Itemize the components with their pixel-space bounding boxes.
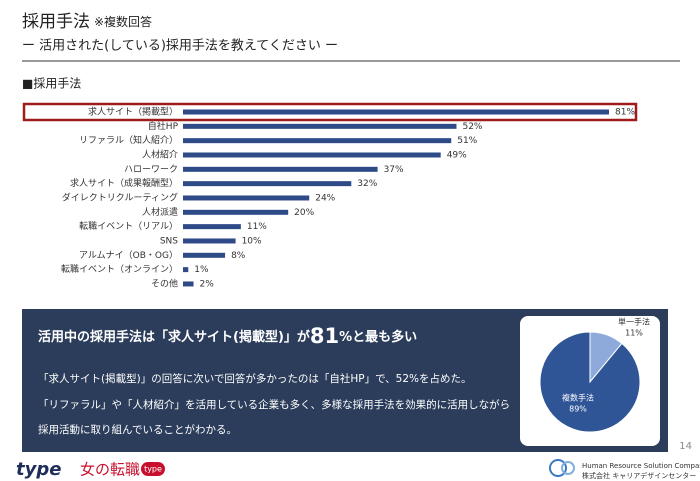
- bar: [183, 252, 226, 258]
- bar: [183, 152, 441, 158]
- bar: [183, 267, 189, 273]
- category-label: 転職イベント（オンライン）: [61, 264, 178, 275]
- category-label: リファラル（知人紹介）: [79, 134, 178, 146]
- bar: [183, 238, 236, 244]
- value-label: 11%: [247, 222, 267, 232]
- page-number: 14: [679, 441, 692, 452]
- value-label: 10%: [242, 236, 262, 246]
- category-label: 人材派遣: [142, 206, 178, 218]
- value-label: 8%: [231, 251, 246, 261]
- bar: [183, 181, 352, 187]
- slice-value: 11%: [625, 329, 643, 338]
- value-label: 49%: [447, 150, 467, 160]
- bar-chart: 求人サイト（掲載型） 81% 自社HP 52% リファラル（知人紹介） 51% 人材紹介 49…: [61, 106, 635, 290]
- company-mark: [549, 459, 567, 477]
- slice-label: 単一手法: [618, 317, 650, 327]
- logo: type: [16, 459, 61, 480]
- value-label: 2%: [200, 279, 215, 289]
- slice-label: 複数手法: [562, 393, 594, 403]
- headline-text: %と最も多い: [339, 329, 417, 345]
- slide-title: 採用手法 ※複数回答: [22, 12, 152, 32]
- category-label: アルムナイ（OB・OG）: [79, 250, 178, 261]
- summary-line: 「求人サイト(掲載型)」の回答に次いで回答が多かったのは「自社HP」で、52%を…: [38, 372, 472, 385]
- headline-value: 81: [310, 324, 339, 348]
- value-label: 1%: [194, 265, 209, 275]
- value-label: 24%: [315, 193, 335, 203]
- category-label: 自社HP: [148, 120, 179, 132]
- bar: [183, 123, 457, 129]
- value-label: 52%: [462, 122, 482, 132]
- bar: [183, 281, 194, 287]
- title-note: ※複数回答: [94, 14, 152, 29]
- value-label: 32%: [357, 179, 377, 189]
- company-en: Human Resource Solution Company: [582, 462, 700, 470]
- summary-line: 「リファラル」や「人材紹介」を活用している企業も多く、多様な採用手法を効果的に活…: [38, 398, 510, 411]
- brand-tag-bg: [141, 462, 165, 476]
- brand-tag: type: [144, 465, 162, 474]
- bar: [183, 166, 378, 172]
- bar: [183, 224, 241, 230]
- headline-text: 活用中の採用手法は「求人サイト(掲載型)」が: [38, 329, 310, 345]
- brand: 女の転職: [80, 461, 140, 479]
- category-label: 人材紹介: [142, 148, 178, 160]
- pie-slice: [539, 331, 641, 433]
- value-label: 51%: [457, 136, 477, 146]
- highlight-box: [22, 102, 638, 122]
- category-label: 求人サイト（掲載型）: [88, 106, 178, 118]
- bar: [183, 138, 452, 144]
- title-text: 採用手法: [22, 12, 90, 32]
- company-mark: [561, 461, 575, 475]
- summary-line: 採用活動に取り組んでいることがわかる。: [38, 423, 237, 436]
- category-label: SNS: [160, 236, 178, 246]
- bar: [183, 195, 310, 201]
- pie-chart: 単一手法 11% 複数手法 89%: [539, 317, 650, 433]
- subtitle: ー 活用された(している)採用手法を教えてください ー: [22, 38, 338, 54]
- value-label: 37%: [384, 165, 404, 175]
- summary-headline: 活用中の採用手法は「求人サイト(掲載型)」が81%と最も多い: [38, 324, 417, 348]
- company-jp: 株式会社 キャリアデザインセンター: [582, 471, 696, 480]
- category-label: 求人サイト（成果報酬型）: [70, 177, 178, 189]
- slice-value: 89%: [569, 405, 587, 414]
- value-label: 20%: [294, 208, 314, 218]
- category-label: その他: [151, 277, 178, 289]
- category-label: ハローワーク: [124, 164, 178, 175]
- bar: [183, 109, 609, 115]
- category-label: 転職イベント（リアル）: [79, 221, 178, 232]
- bar: [183, 209, 289, 215]
- section-title: ■採用手法: [22, 77, 81, 91]
- category-label: ダイレクトリクルーティング: [62, 191, 178, 203]
- value-label: 81%: [615, 108, 635, 118]
